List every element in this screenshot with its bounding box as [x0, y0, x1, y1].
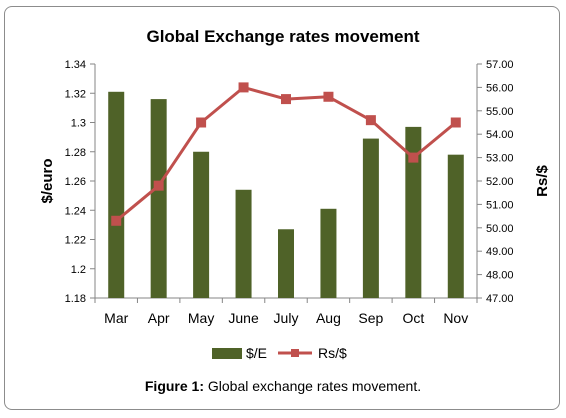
bar-june: [235, 189, 252, 298]
x-tick-label: Sep: [358, 310, 383, 326]
right-tick-label: 49.00: [486, 246, 514, 258]
bar-oct: [405, 126, 422, 298]
line-point-oct: [408, 152, 419, 163]
legend-bar-swatch: [212, 348, 242, 359]
x-tick-label: Aug: [316, 310, 341, 326]
left-tick-label: 1.22: [65, 235, 86, 247]
left-tick-label: 1.34: [65, 59, 86, 71]
left-tick-label: 1.18: [65, 293, 86, 305]
legend: $/E Rs/$: [212, 345, 347, 361]
chart-frame: [4, 6, 560, 410]
legend-bar-label: $/E: [246, 345, 267, 361]
right-tick-label: 51.00: [486, 199, 514, 211]
left-tick-label: 1.2: [71, 264, 86, 276]
line-point-apr: [153, 180, 164, 191]
x-tick-label: July: [274, 310, 299, 326]
bar-apr: [150, 99, 167, 298]
legend-line-label: Rs/$: [318, 345, 347, 361]
x-tick-label: May: [188, 310, 214, 326]
right-tick-label: 55.00: [486, 106, 514, 118]
caption-text: Global exchange rates movement.: [207, 378, 422, 394]
line-point-aug: [323, 91, 334, 102]
plot-area: 1.18 1.2 1.22 1.24 1.26 1.28 1.3 1.32 1.34 47.00 4…: [65, 59, 514, 326]
left-tick-label: 1.24: [65, 205, 86, 217]
bar-aug: [320, 208, 337, 298]
x-tick-label: June: [228, 310, 259, 326]
chart-title: Global Exchange rates movement: [146, 27, 419, 46]
bar-may: [193, 151, 210, 298]
x-tick-label: Apr: [148, 310, 170, 326]
right-tick-label: 53.00: [486, 153, 514, 165]
line-point-mar: [111, 215, 122, 226]
bar-july: [278, 229, 294, 298]
line-point-june: [238, 82, 249, 93]
right-tick-label: 54.00: [486, 129, 514, 141]
left-tick-label: 1.32: [65, 88, 86, 100]
right-tick-label: 50.00: [486, 223, 514, 235]
line-point-may: [196, 117, 207, 128]
left-tick-label: 1.26: [65, 176, 86, 188]
figure-caption: Figure 1: Global exchange rates movement…: [0, 378, 566, 394]
x-tick-label: Oct: [402, 310, 424, 326]
caption-label: Figure 1:: [144, 378, 204, 394]
rs-line-series: [115, 85, 457, 222]
right-tick-label: 52.00: [486, 176, 514, 188]
right-axis-label: Rs/$: [534, 165, 551, 197]
left-tick-label: 1.3: [71, 118, 86, 130]
bar-sep: [362, 138, 379, 298]
x-tick-label: Nov: [443, 310, 468, 326]
left-tick-label: 1.28: [65, 147, 86, 159]
bar-mar: [108, 91, 125, 298]
legend-line-marker: [291, 349, 299, 357]
line-point-july: [281, 94, 291, 105]
right-tick-label: 56.00: [486, 82, 514, 94]
x-tick-label: Mar: [104, 310, 128, 326]
left-axis-label: $/euro: [39, 158, 56, 203]
right-tick-label: 47.00: [486, 293, 514, 305]
line-point-nov: [450, 117, 461, 128]
bar-nov: [447, 154, 464, 298]
right-tick-label: 48.00: [486, 270, 514, 282]
line-point-sep: [365, 115, 376, 126]
right-tick-label: 57.00: [486, 59, 514, 71]
